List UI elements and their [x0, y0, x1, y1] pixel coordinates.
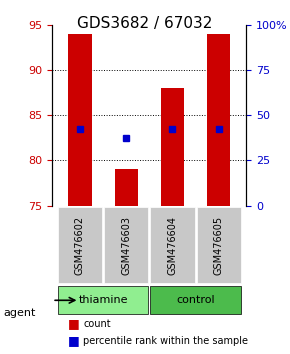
Text: GSM476603: GSM476603	[121, 216, 131, 275]
Text: percentile rank within the sample: percentile rank within the sample	[83, 336, 248, 346]
FancyBboxPatch shape	[104, 207, 148, 283]
Text: ■: ■	[68, 334, 79, 347]
FancyBboxPatch shape	[150, 207, 195, 283]
Text: GDS3682 / 67032: GDS3682 / 67032	[77, 16, 213, 31]
Text: control: control	[176, 295, 215, 305]
FancyBboxPatch shape	[58, 286, 148, 314]
Text: count: count	[83, 319, 111, 329]
Bar	[115, 170, 138, 206]
FancyBboxPatch shape	[150, 286, 241, 314]
Text: GSM476604: GSM476604	[168, 216, 177, 275]
Bar	[161, 88, 184, 206]
Text: GSM476602: GSM476602	[75, 216, 85, 275]
Text: ■: ■	[68, 317, 79, 330]
FancyBboxPatch shape	[197, 207, 241, 283]
Text: thiamine: thiamine	[78, 295, 128, 305]
Text: GSM476605: GSM476605	[214, 216, 224, 275]
FancyBboxPatch shape	[58, 207, 102, 283]
Bar	[207, 34, 230, 206]
Text: agent: agent	[3, 308, 35, 318]
Bar	[68, 34, 92, 206]
